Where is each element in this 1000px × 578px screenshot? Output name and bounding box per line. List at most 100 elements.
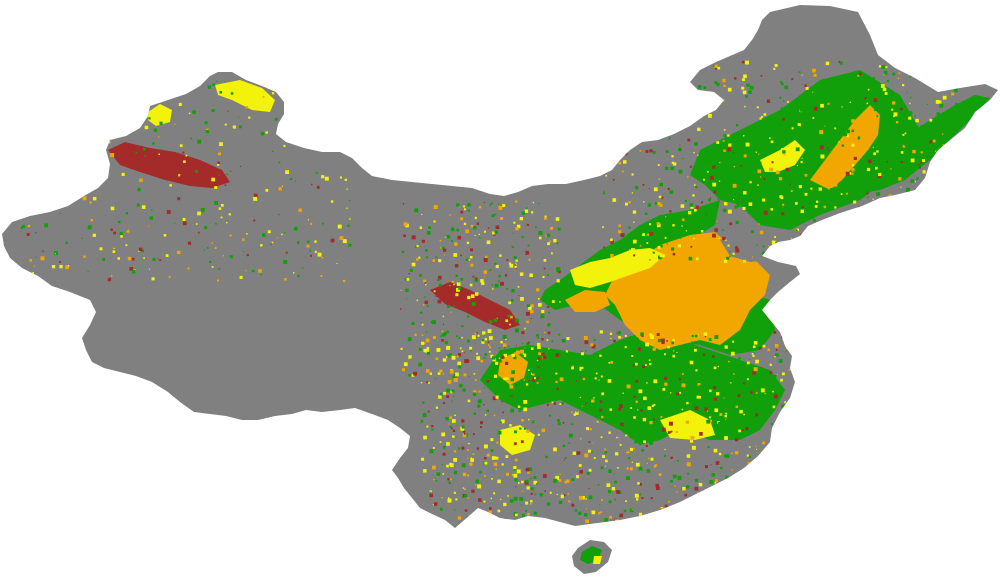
- land-cover-pixel: [218, 268, 221, 270]
- land-cover-pixel: [521, 236, 524, 238]
- land-cover-pixel: [613, 339, 616, 343]
- land-cover-pixel: [338, 130, 343, 135]
- land-cover-pixel: [648, 188, 650, 190]
- land-cover-pixel: [135, 151, 138, 154]
- land-cover-pixel: [564, 361, 567, 364]
- land-cover-pixel: [498, 280, 500, 283]
- land-cover-pixel: [935, 157, 938, 161]
- land-cover-pixel: [717, 488, 720, 492]
- land-cover-pixel: [932, 257, 936, 261]
- land-cover-pixel: [724, 385, 728, 389]
- land-cover-pixel: [475, 280, 478, 282]
- land-cover-pixel: [83, 88, 88, 93]
- land-cover-pixel: [637, 92, 639, 95]
- land-cover-pixel: [736, 200, 740, 204]
- land-cover-pixel: [623, 160, 627, 164]
- land-cover-pixel: [785, 167, 789, 172]
- land-cover-pixel: [746, 361, 750, 365]
- land-cover-pixel: [755, 211, 760, 216]
- land-cover-pixel: [519, 217, 523, 221]
- land-cover-pixel: [709, 419, 712, 423]
- land-cover-pixel: [710, 197, 712, 199]
- land-cover-pixel: [468, 259, 471, 261]
- land-cover-pixel: [343, 102, 346, 104]
- land-cover-pixel: [694, 110, 698, 114]
- land-cover-pixel: [581, 405, 583, 407]
- land-cover-pixel: [718, 180, 721, 182]
- land-cover-pixel: [608, 362, 611, 364]
- land-cover-pixel: [748, 455, 752, 458]
- land-cover-pixel: [551, 300, 555, 303]
- land-cover-pixel: [859, 72, 862, 76]
- land-cover-pixel: [110, 206, 115, 211]
- land-cover-pixel: [935, 71, 937, 73]
- land-cover-pixel: [590, 343, 594, 347]
- land-cover-pixel: [483, 500, 486, 503]
- land-cover-pixel: [480, 426, 483, 428]
- land-cover-pixel: [83, 255, 86, 258]
- land-cover-pixel: [400, 347, 403, 350]
- land-cover-pixel: [293, 272, 295, 274]
- land-cover-pixel: [472, 390, 477, 395]
- land-cover-pixel: [694, 113, 697, 116]
- land-cover-pixel: [408, 374, 411, 377]
- land-cover-pixel: [563, 459, 565, 461]
- land-cover-pixel: [182, 218, 186, 221]
- land-cover-pixel: [696, 395, 700, 399]
- land-cover-pixel: [773, 511, 777, 515]
- land-cover-pixel: [525, 207, 528, 210]
- land-cover-pixel: [917, 223, 921, 227]
- land-cover-pixel: [240, 165, 242, 167]
- land-cover-pixel: [766, 480, 770, 484]
- land-cover-pixel: [43, 185, 48, 190]
- green-central-south: [480, 330, 785, 445]
- land-cover-pixel: [146, 94, 150, 98]
- land-cover-pixel: [523, 400, 528, 404]
- land-cover-pixel: [491, 456, 496, 460]
- land-cover-pixel: [714, 81, 718, 84]
- land-cover-pixel: [525, 253, 528, 255]
- land-cover-pixel: [787, 146, 791, 150]
- land-cover-pixel: [484, 444, 488, 449]
- land-cover-pixel: [141, 205, 146, 209]
- land-cover-pixel: [712, 165, 716, 169]
- land-cover-pixel: [910, 252, 914, 255]
- land-cover-pixel: [525, 467, 530, 472]
- land-cover-pixel: [935, 100, 940, 104]
- land-cover-pixel: [72, 159, 74, 161]
- land-cover-pixel: [734, 77, 737, 80]
- land-cover-pixel: [618, 224, 621, 227]
- land-cover-pixel: [585, 498, 587, 500]
- land-cover-pixel: [431, 425, 434, 428]
- land-cover-pixel: [480, 359, 483, 363]
- land-cover-pixel: [426, 369, 430, 373]
- land-cover-pixel: [65, 265, 69, 270]
- land-cover-pixel: [65, 241, 68, 244]
- land-cover-pixel: [795, 147, 800, 152]
- land-cover-pixel: [755, 151, 757, 153]
- land-cover-pixel: [618, 230, 622, 234]
- land-cover-pixel: [612, 87, 615, 90]
- land-cover-pixel: [525, 311, 530, 316]
- land-cover-pixel: [765, 491, 769, 495]
- land-cover-pixel: [451, 355, 456, 360]
- land-cover-pixel: [891, 108, 894, 111]
- land-cover-pixel: [229, 234, 232, 237]
- land-cover-pixel: [624, 334, 627, 337]
- land-cover-pixel: [650, 335, 654, 339]
- land-cover-pixel: [884, 228, 886, 230]
- land-cover-pixel: [664, 376, 668, 380]
- land-cover-pixel: [749, 358, 751, 360]
- land-cover-pixel: [403, 362, 408, 367]
- land-cover-pixel: [725, 394, 729, 397]
- land-cover-pixel: [629, 335, 633, 340]
- land-cover-pixel: [760, 388, 765, 393]
- land-cover-pixel: [414, 208, 419, 213]
- land-cover-pixel: [571, 423, 574, 425]
- land-cover-pixel: [26, 233, 30, 236]
- land-cover-pixel: [752, 345, 756, 349]
- land-cover-pixel: [537, 366, 540, 369]
- land-cover-pixel: [467, 457, 469, 459]
- land-cover-pixel: [511, 289, 515, 293]
- land-cover-pixel: [148, 268, 150, 270]
